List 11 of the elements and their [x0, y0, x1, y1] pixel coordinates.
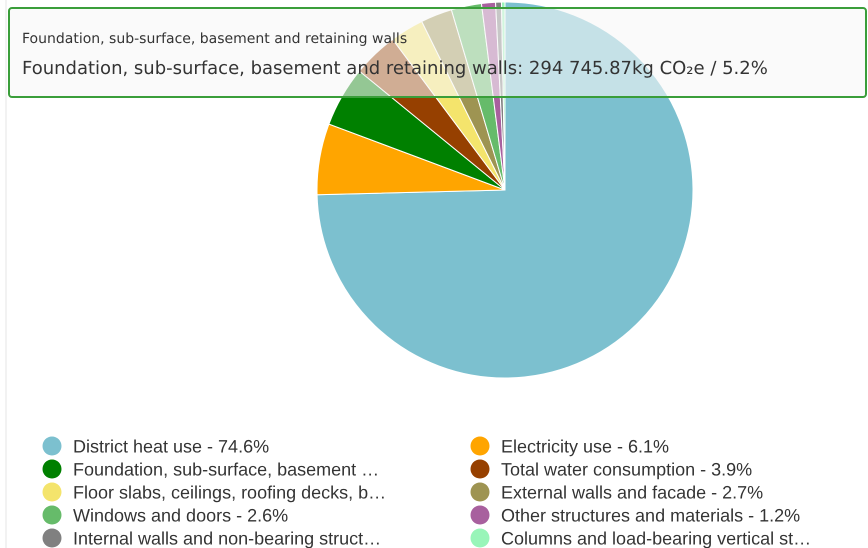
legend-label: Electricity use - 6.1% [501, 436, 670, 456]
legend-label: Windows and doors - 2.6% [73, 506, 288, 526]
legend-label: Other structures and materials - 1.2% [501, 506, 800, 526]
legend-label: Columns and load-bearing vertical st… [501, 528, 812, 548]
legend-label: Internal walls and non-bearing struct… [73, 528, 382, 548]
legend-label: Foundation, sub-surface, basement … [73, 460, 380, 480]
legend-label: Total water consumption - 3.9% [501, 460, 752, 480]
legend-label: External walls and facade - 2.7% [501, 482, 764, 502]
legend-label: District heat use - 74.6% [73, 436, 270, 456]
legend-label: Floor slabs, ceilings, roofing decks, b… [73, 482, 386, 502]
text: Foundation, sub-surface, basement and retaining walls [22, 31, 408, 47]
